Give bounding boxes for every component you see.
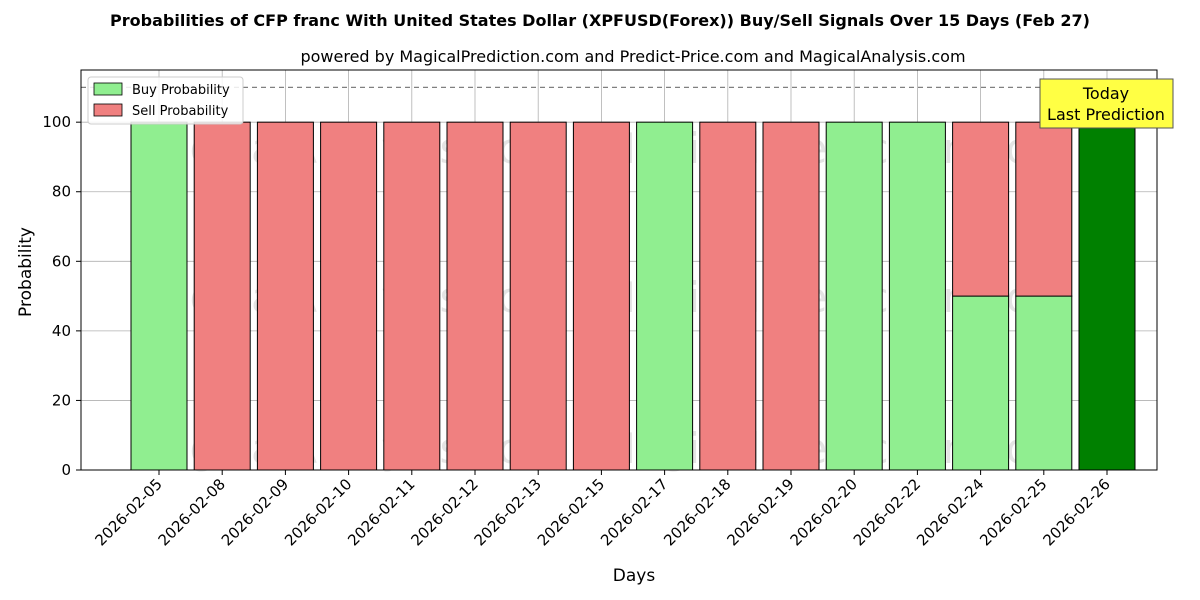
- bar-buy: [888, 121, 946, 471]
- legend-label-buy: Buy Probability: [132, 83, 230, 98]
- x-tick-label: 2026-02-09: [218, 475, 292, 549]
- bar-sell: [446, 121, 504, 471]
- bar-sell: [699, 121, 757, 471]
- bar-buy: [952, 295, 1010, 471]
- bar-sell: [509, 121, 567, 471]
- bar-buy: [825, 121, 883, 471]
- y-tick-label: 0: [61, 461, 71, 479]
- x-tick-label: 2026-02-10: [281, 475, 355, 549]
- annotation-box: [1039, 78, 1174, 129]
- x-tick-label: 2026-02-12: [407, 475, 481, 549]
- x-tick-label: 2026-02-05: [91, 475, 165, 549]
- chart-subtitle: powered by MagicalPrediction.com and Pre…: [300, 47, 965, 66]
- x-tick-label: 2026-02-15: [534, 475, 608, 549]
- bar-sell: [383, 121, 441, 471]
- x-tick-label: 2026-02-17: [597, 475, 671, 549]
- bar-buy-today: [1078, 121, 1136, 471]
- legend-swatch-buy: [93, 82, 123, 96]
- bar-sell: [193, 121, 251, 471]
- bar-buy: [130, 121, 188, 471]
- annotation-line-today: Today: [1082, 84, 1129, 103]
- legend-box: [87, 76, 244, 125]
- bar-sell: [320, 121, 378, 471]
- x-tick-label: 2026-02-26: [1039, 475, 1113, 549]
- legend-label-sell: Sell Probability: [132, 104, 229, 119]
- legend: Buy Probability Sell Probability: [87, 76, 244, 125]
- x-axis-label: Days: [613, 566, 656, 586]
- y-tick-label: 20: [52, 391, 71, 409]
- bar-sell: [1015, 121, 1073, 297]
- bar-buy: [1015, 295, 1073, 471]
- bar-layer: [130, 121, 1136, 471]
- annotation-line-last-prediction: Last Prediction: [1047, 105, 1165, 124]
- x-tick-label: 2026-02-08: [155, 475, 229, 549]
- y-tick-label: 80: [52, 183, 71, 201]
- y-tick-label: 100: [42, 113, 71, 131]
- y-axis-label: Probability: [16, 227, 36, 317]
- y-tick-label: 60: [52, 252, 71, 270]
- x-tick-label: 2026-02-11: [344, 475, 418, 549]
- bar-sell: [762, 121, 820, 471]
- bar-sell: [952, 121, 1010, 297]
- x-tick-label: 2026-02-13: [471, 475, 545, 549]
- x-tick-label: 2026-02-24: [913, 475, 987, 549]
- legend-swatch-sell: [93, 103, 123, 117]
- bar-sell: [572, 121, 630, 471]
- chart-title: Probabilities of CFP franc With United S…: [110, 11, 1090, 30]
- x-tick-label: 2026-02-25: [976, 475, 1050, 549]
- bar-buy: [636, 121, 694, 471]
- bar-sell: [256, 121, 314, 471]
- plot-frame: [80, 69, 1158, 471]
- x-tick-label: 2026-02-20: [787, 475, 861, 549]
- x-tick-label: 2026-02-22: [850, 475, 924, 549]
- x-tick-label: 2026-02-18: [660, 475, 734, 549]
- today-annotation: Today Last Prediction: [1039, 78, 1174, 129]
- y-tick-label: 40: [52, 322, 71, 340]
- x-tick-label: 2026-02-19: [723, 475, 797, 549]
